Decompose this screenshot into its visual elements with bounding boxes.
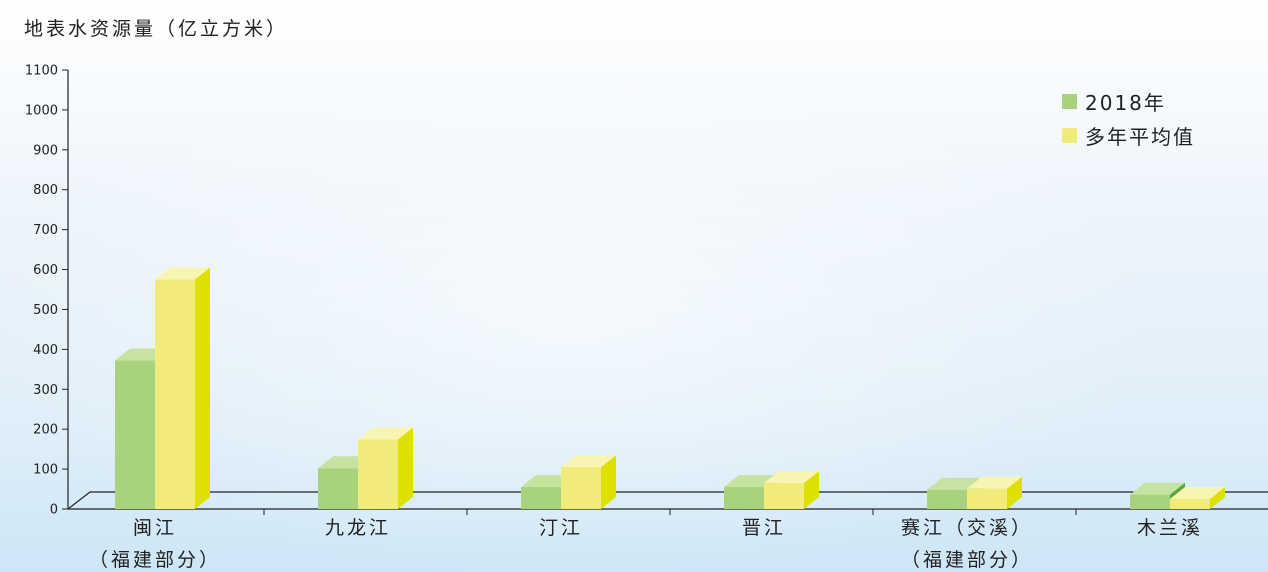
bar-top-face xyxy=(967,476,1022,489)
x-category-label: 木兰溪 xyxy=(1137,517,1203,539)
bar-side-face xyxy=(804,471,819,509)
y-tick-label: 100 xyxy=(33,463,58,478)
bar-front-face xyxy=(724,487,764,509)
legend: 2018年 多年平均值 xyxy=(1062,84,1195,152)
bar-average xyxy=(155,267,210,509)
bar-average xyxy=(1170,487,1225,509)
chart-title: 地表水资源量（亿立方米） xyxy=(24,18,289,40)
bar-side-face xyxy=(195,267,210,509)
bar-2018 xyxy=(1130,482,1185,509)
bar-top-face xyxy=(764,471,819,484)
bar-front-face xyxy=(115,360,155,509)
legend-swatch-2018 xyxy=(1062,93,1077,109)
bar-side-face xyxy=(601,455,616,509)
bar-top-face xyxy=(561,455,616,468)
y-tick-label: 400 xyxy=(33,343,58,358)
x-category-label: 汀江 xyxy=(539,517,583,539)
bar-front-face xyxy=(927,489,967,509)
bar-top-face xyxy=(1170,487,1225,500)
y-tick-label: 700 xyxy=(33,223,58,238)
y-tick-label: 1100 xyxy=(25,64,58,79)
bar-front-face xyxy=(967,488,1007,509)
bar-average xyxy=(561,455,616,509)
bar-front-face xyxy=(561,467,601,509)
y-tick-label: 200 xyxy=(33,423,58,438)
floor-back-edge xyxy=(67,491,1268,510)
bar-front-face xyxy=(318,468,358,509)
bar-front-face xyxy=(521,487,561,509)
bar-side-face xyxy=(398,427,413,509)
y-tick-label: 1000 xyxy=(25,103,58,118)
x-category-label: 闽江 xyxy=(133,517,177,539)
bar-top-face xyxy=(358,427,413,440)
legend-item-2018: 2018年 xyxy=(1062,84,1195,118)
bar-average xyxy=(967,476,1022,509)
bar-average xyxy=(764,471,819,509)
legend-item-average: 多年平均值 xyxy=(1062,118,1195,152)
y-tick-label: 500 xyxy=(33,303,58,318)
legend-label-average: 多年平均值 xyxy=(1085,124,1195,149)
y-tick-label: 900 xyxy=(33,143,58,158)
y-tick-label: 0 xyxy=(50,503,58,518)
y-tick-label: 600 xyxy=(33,263,58,278)
x-category-label: （福建部分） xyxy=(901,549,1033,571)
bar-front-face xyxy=(1130,494,1170,509)
bar-top-face xyxy=(155,267,210,280)
x-category-label: 九龙江 xyxy=(325,517,391,539)
legend-label-2018: 2018年 xyxy=(1085,90,1166,115)
bar-front-face xyxy=(764,483,804,509)
x-category-label: 晋江 xyxy=(742,517,786,539)
x-category-label: 赛江（交溪） xyxy=(901,517,1033,539)
y-tick-label: 300 xyxy=(33,383,58,398)
bar-top-face xyxy=(1130,482,1185,495)
bar-side-face xyxy=(1210,487,1225,509)
bar-front-face xyxy=(1170,499,1210,509)
bar-top-face xyxy=(927,477,982,490)
legend-swatch-average xyxy=(1062,127,1077,143)
bar-side-face xyxy=(1007,476,1022,509)
bar-front-face xyxy=(358,439,398,509)
x-category-label: （福建部分） xyxy=(89,549,221,571)
y-tick-label: 800 xyxy=(33,183,58,198)
bar-front-face xyxy=(155,279,195,509)
bar-average xyxy=(358,427,413,509)
